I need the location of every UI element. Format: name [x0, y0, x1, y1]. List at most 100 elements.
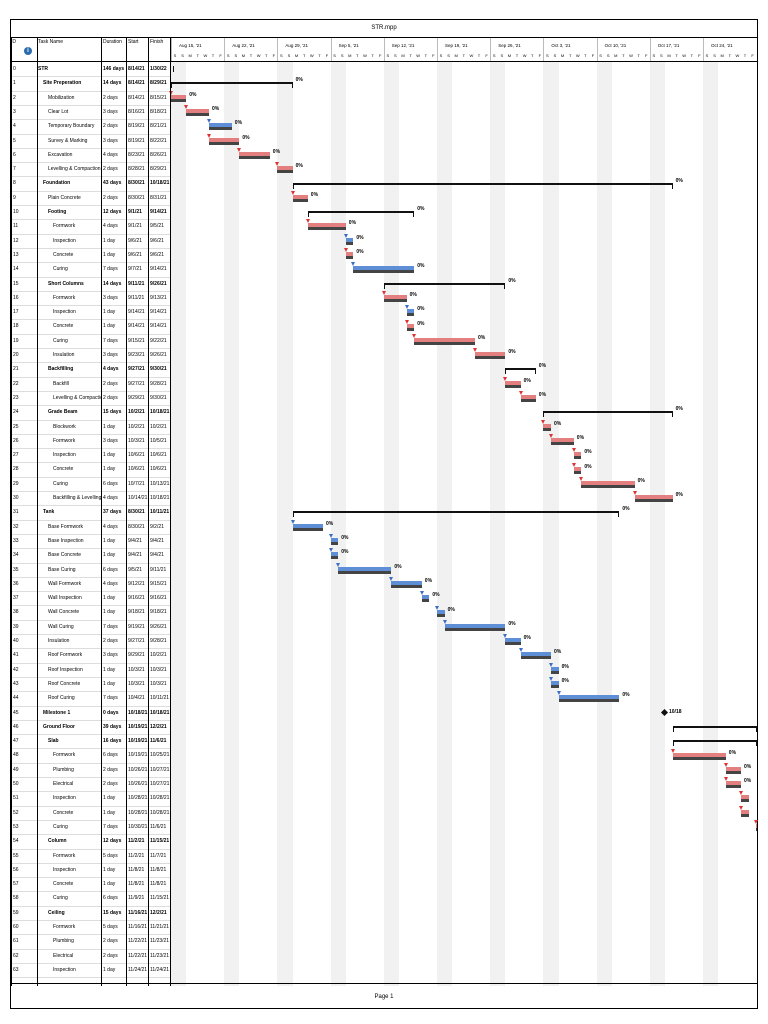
- task-row[interactable]: 54 Column 12 days 11/2/21 11/15/21: [11, 834, 171, 848]
- task-row[interactable]: 33 Base Inspection 1 day 9/4/21 9/4/21: [11, 534, 171, 548]
- task-row[interactable]: 34 Base Concrete 1 day 9/4/21 9/4/21: [11, 548, 171, 562]
- summary-bar[interactable]: [672, 725, 757, 728]
- task-row[interactable]: 40 Insulation 2 days 9/27/21 9/28/21: [11, 634, 171, 648]
- task-row[interactable]: 19 Curing 7 days 9/15/21 9/22/21: [11, 334, 171, 348]
- task-row[interactable]: 29 Curing 6 days 10/7/21 10/13/21: [11, 477, 171, 491]
- task-bar[interactable]: [292, 523, 323, 528]
- task-row[interactable]: 14 Curing 7 days 9/7/21 9/14/21: [11, 262, 171, 276]
- summary-bar[interactable]: [672, 740, 757, 743]
- task-row[interactable]: 42 Roof Inspection 1 day 10/3/21 10/3/21: [11, 663, 171, 677]
- task-bar[interactable]: [171, 94, 187, 99]
- summary-bar[interactable]: [292, 182, 673, 185]
- task-row[interactable]: 56 Inspection 1 day 11/8/21 11/8/21: [11, 863, 171, 877]
- task-bar[interactable]: [338, 566, 392, 571]
- task-row[interactable]: 39 Wall Curing 7 days 9/19/21 9/26/21: [11, 620, 171, 634]
- task-bar[interactable]: [581, 480, 635, 485]
- task-bar[interactable]: [421, 595, 430, 600]
- summary-bar[interactable]: [543, 411, 673, 414]
- task-bar[interactable]: [672, 752, 726, 757]
- summary-bar[interactable]: [307, 211, 415, 214]
- task-bar[interactable]: [558, 695, 620, 700]
- task-bar[interactable]: [505, 638, 521, 643]
- task-bar[interactable]: [444, 623, 506, 628]
- task-bar[interactable]: [307, 223, 346, 228]
- task-bar[interactable]: [741, 809, 749, 814]
- task-bar[interactable]: [345, 237, 354, 242]
- task-bar[interactable]: [406, 309, 415, 314]
- task-row[interactable]: 58 Curing 6 days 11/9/21 11/15/21: [11, 891, 171, 905]
- task-bar[interactable]: [573, 466, 582, 471]
- task-row[interactable]: 62 Electrical 2 days 11/22/21 11/23/21: [11, 949, 171, 963]
- task-row[interactable]: 61 Plumbing 2 days 11/22/21 11/23/21: [11, 934, 171, 948]
- task-bar[interactable]: [292, 194, 308, 199]
- task-row[interactable]: 30 Backfilling & Levelling 4 days 10/14/21 1…: [11, 491, 171, 505]
- task-row[interactable]: 4 Temporary Boundary 2 days 8/19/21 8/21/21: [11, 119, 171, 133]
- task-row[interactable]: 18 Concrete 1 day 9/14/21 9/14/21: [11, 319, 171, 333]
- task-bar[interactable]: [406, 323, 415, 328]
- summary-bar[interactable]: [505, 368, 536, 371]
- task-row[interactable]: 32 Base Formwork 4 days 8/30/21 9/2/21: [11, 520, 171, 534]
- task-row[interactable]: 41 Roof Formwork 3 days 9/29/21 10/2/21: [11, 648, 171, 662]
- task-bar[interactable]: [414, 337, 475, 342]
- task-bar[interactable]: [543, 423, 551, 428]
- task-bar[interactable]: [391, 580, 422, 585]
- task-row[interactable]: 6 Excavation 4 days 8/23/21 8/26/21: [11, 148, 171, 162]
- task-bar[interactable]: [520, 652, 551, 657]
- task-row[interactable]: 16 Formwork 3 days 9/11/21 9/13/21: [11, 291, 171, 305]
- task-row[interactable]: 57 Concrete 1 day 11/8/21 11/8/21: [11, 877, 171, 891]
- task-row[interactable]: 60 Formwork 5 days 11/16/21 11/21/21: [11, 920, 171, 934]
- task-row[interactable]: 21 Backfilling 4 days 9/27/21 9/30/21: [11, 362, 171, 376]
- task-row[interactable]: 28 Concrete 1 day 10/6/21 10/6/21: [11, 462, 171, 476]
- task-row[interactable]: 5 Survey & Marking 3 days 8/19/21 8/22/21: [11, 134, 171, 148]
- task-row[interactable]: 20 Insulation 3 days 9/23/21 9/26/21: [11, 348, 171, 362]
- task-bar[interactable]: [239, 151, 270, 156]
- task-row[interactable]: 50 Electrical 2 days 10/26/21 10/27/21: [11, 777, 171, 791]
- task-row[interactable]: 15 Short Columns 14 days 9/11/21 9/26/21: [11, 277, 171, 291]
- task-row[interactable]: 3 Clear Lot 3 days 8/16/21 8/18/21: [11, 105, 171, 119]
- task-bar[interactable]: [551, 437, 574, 442]
- task-row[interactable]: 63 Inspection 1 day 11/24/21 11/24/21: [11, 963, 171, 977]
- summary-bar[interactable]: [292, 511, 620, 514]
- task-bar[interactable]: [551, 681, 559, 686]
- task-row[interactable]: 43 Roof Concrete 1 day 10/3/21 10/3/21: [11, 677, 171, 691]
- task-bar[interactable]: [330, 552, 339, 557]
- task-row[interactable]: 9 Plain Concrete 2 days 8/30/21 8/31/21: [11, 191, 171, 205]
- task-bar[interactable]: [437, 609, 445, 614]
- task-row[interactable]: 7 Levelling & Compaction 2 days 8/28/21 8/29…: [11, 162, 171, 176]
- task-row[interactable]: 13 Concrete 1 day 9/6/21 9/6/21: [11, 248, 171, 262]
- task-row[interactable]: 37 Wall Inspection 1 day 9/16/21 9/16/21: [11, 591, 171, 605]
- task-row[interactable]: 55 Formwork 5 days 11/2/21 11/7/21: [11, 849, 171, 863]
- task-row[interactable]: 45 Milestone 1 0 days 10/18/21 10/18/21: [11, 706, 171, 720]
- task-bar[interactable]: [573, 452, 582, 457]
- task-bar[interactable]: [756, 824, 757, 829]
- task-row[interactable]: 38 Wall Concrete 1 day 9/18/21 9/18/21: [11, 605, 171, 619]
- task-bar[interactable]: [505, 380, 521, 385]
- task-bar[interactable]: [383, 294, 407, 299]
- task-row[interactable]: 47 Slab 16 days 10/19/21 11/6/21: [11, 734, 171, 748]
- task-row[interactable]: 17 Inspection 1 day 9/14/21 9/14/21: [11, 305, 171, 319]
- task-bar[interactable]: [345, 252, 354, 257]
- summary-bar[interactable]: [171, 82, 293, 85]
- task-row[interactable]: 31 Tank 37 days 8/30/21 10/11/21: [11, 505, 171, 519]
- task-bar[interactable]: [475, 352, 506, 357]
- task-row[interactable]: 51 Inspection 1 day 10/28/21 10/28/21: [11, 791, 171, 805]
- task-row[interactable]: 59 Ceiling 15 days 11/16/21 12/2/21: [11, 906, 171, 920]
- task-row[interactable]: 46 Ground Floor 39 days 10/19/21 12/2/21: [11, 720, 171, 734]
- task-row[interactable]: 27 Inspection 1 day 10/6/21 10/6/21: [11, 448, 171, 462]
- task-row[interactable]: 2 Mobilization 2 days 8/14/21 8/15/21: [11, 91, 171, 105]
- task-bar[interactable]: [741, 795, 749, 800]
- task-bar[interactable]: [520, 395, 536, 400]
- task-bar[interactable]: [330, 538, 339, 543]
- task-row[interactable]: 53 Curing 7 days 10/30/21 11/6/21: [11, 820, 171, 834]
- task-row[interactable]: 10 Footing 12 days 9/1/21 9/14/21: [11, 205, 171, 219]
- task-bar[interactable]: [209, 137, 240, 142]
- task-bar[interactable]: [209, 123, 232, 128]
- task-bar[interactable]: [353, 266, 415, 271]
- task-row[interactable]: 44 Roof Curing 7 days 10/4/21 10/11/21: [11, 691, 171, 705]
- task-row[interactable]: 52 Concrete 1 day 10/28/21 10/28/21: [11, 806, 171, 820]
- summary-bar[interactable]: [383, 282, 506, 285]
- task-bar[interactable]: [725, 781, 741, 786]
- task-row[interactable]: 11 Formwork 4 days 9/1/21 9/5/21: [11, 219, 171, 233]
- task-bar[interactable]: [725, 766, 741, 771]
- task-row[interactable]: 23 Levelling & Compactio 2 days 9/29/21 9/30…: [11, 391, 171, 405]
